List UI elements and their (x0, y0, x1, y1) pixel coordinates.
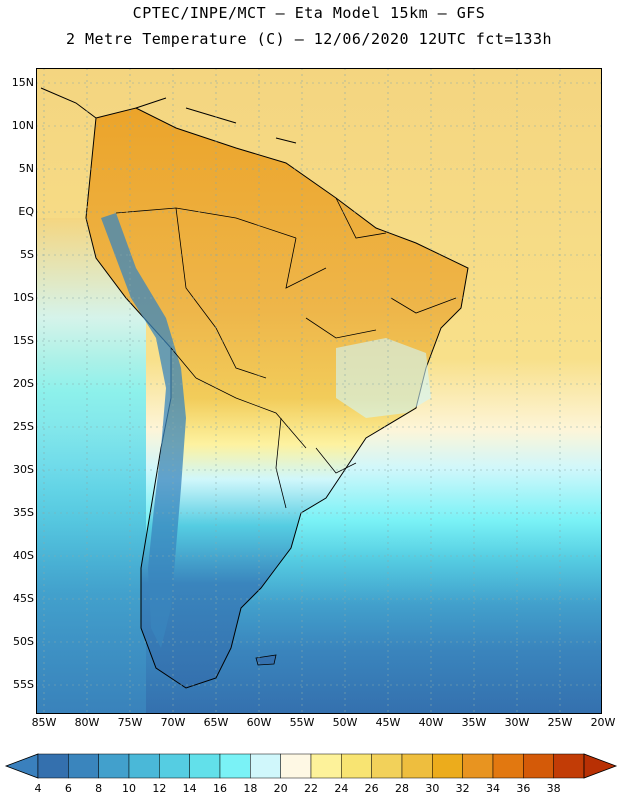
colorbar-tick-label: 22 (304, 782, 318, 795)
map-title-line1: CPTEC/INPE/MCT – Eta Model 15km – GFS (132, 4, 486, 22)
map-title-line2: 2 Metre Temperature (C) – 12/06/2020 12U… (65, 30, 553, 48)
falkland-islands (255, 654, 277, 666)
lon-label: 75W (117, 716, 143, 729)
colorbar-tick-label: 20 (273, 782, 288, 795)
colorbar-tick-label: 4 (34, 782, 42, 795)
lat-label: 45S (13, 592, 34, 605)
lon-label: 45W (375, 716, 401, 729)
pacific-field (36, 218, 146, 714)
lon-label: 25W (547, 716, 573, 729)
colorbar-cell (280, 753, 312, 779)
lat-label: EQ (18, 205, 34, 218)
brazil-highlands-cool (336, 338, 431, 418)
colorbar-cell (523, 753, 554, 779)
colorbar-cell (341, 753, 372, 779)
colorbar-cell (462, 753, 494, 779)
colorbar-cell (128, 753, 160, 779)
colorbar-cell (189, 753, 221, 779)
colorbar-tick-label: 14 (182, 782, 197, 795)
colorbar-tick-label: 28 (395, 782, 409, 795)
lat-label: 10N (11, 119, 34, 132)
lat-label: 50S (13, 635, 34, 648)
colorbar-low-arrow (4, 753, 39, 779)
lon-label: 30W (504, 716, 530, 729)
lat-label: 35S (13, 506, 34, 519)
colorbar-tick-label: 18 (243, 782, 258, 795)
lon-label: 55W (289, 716, 315, 729)
colorbar-cell (37, 753, 69, 779)
colorbar-tick-label: 16 (213, 782, 227, 795)
caribbean-coast (40, 87, 297, 144)
lat-label: 10S (13, 291, 34, 304)
colorbar-cell (159, 753, 190, 779)
lon-label: 70W (160, 716, 186, 729)
map-frame (36, 68, 602, 714)
colorbar-cell (250, 753, 281, 779)
colorbar-tick-label: 26 (364, 782, 379, 795)
colorbar-cell (68, 753, 99, 779)
colorbar-cell (98, 753, 130, 779)
colorbar-cell (310, 753, 342, 779)
colorbar-tick-label: 12 (152, 782, 167, 795)
lat-label: 15N (11, 76, 34, 89)
lat-label: 5S (20, 248, 34, 261)
colorbar-tick-label: 6 (64, 782, 72, 795)
lat-label: 5N (18, 162, 34, 175)
colorbar-tick-label: 34 (486, 782, 500, 795)
colorbar-cell (401, 753, 433, 779)
lat-label: 40S (13, 549, 34, 562)
lon-label: 60W (246, 716, 272, 729)
colorbar-cell (553, 753, 585, 779)
colorbar-tick-label: 38 (546, 782, 561, 795)
temperature-colorbar (4, 753, 618, 779)
lon-label: 35W (461, 716, 487, 729)
lon-label: 65W (203, 716, 229, 729)
colorbar-cell (432, 753, 463, 779)
lat-label: 15S (13, 334, 34, 347)
colorbar-high-arrow (583, 753, 618, 779)
lat-label: 25S (13, 420, 34, 433)
lat-label: 30S (13, 463, 34, 476)
lat-label: 20S (13, 377, 34, 390)
colorbar-cell (219, 753, 251, 779)
lon-label: 85W (31, 716, 57, 729)
colorbar-cell (371, 753, 403, 779)
colorbar-tick-label: 30 (425, 782, 440, 795)
colorbar-tick-label: 10 (122, 782, 136, 795)
lon-label: 20W (590, 716, 616, 729)
lon-label: 80W (74, 716, 100, 729)
colorbar-cell (492, 753, 524, 779)
colorbar-tick-label: 32 (455, 782, 470, 795)
lon-label: 40W (418, 716, 444, 729)
country-borders (115, 197, 457, 509)
colorbar-tick-label: 36 (516, 782, 531, 795)
colorbar-tick-label: 8 (95, 782, 103, 795)
lon-label: 50W (332, 716, 358, 729)
colorbar-tick-label: 24 (334, 782, 349, 795)
temperature-map (36, 68, 602, 714)
graticule (36, 68, 602, 714)
lat-label: 55S (13, 678, 34, 691)
andes-cold-band (101, 213, 186, 648)
